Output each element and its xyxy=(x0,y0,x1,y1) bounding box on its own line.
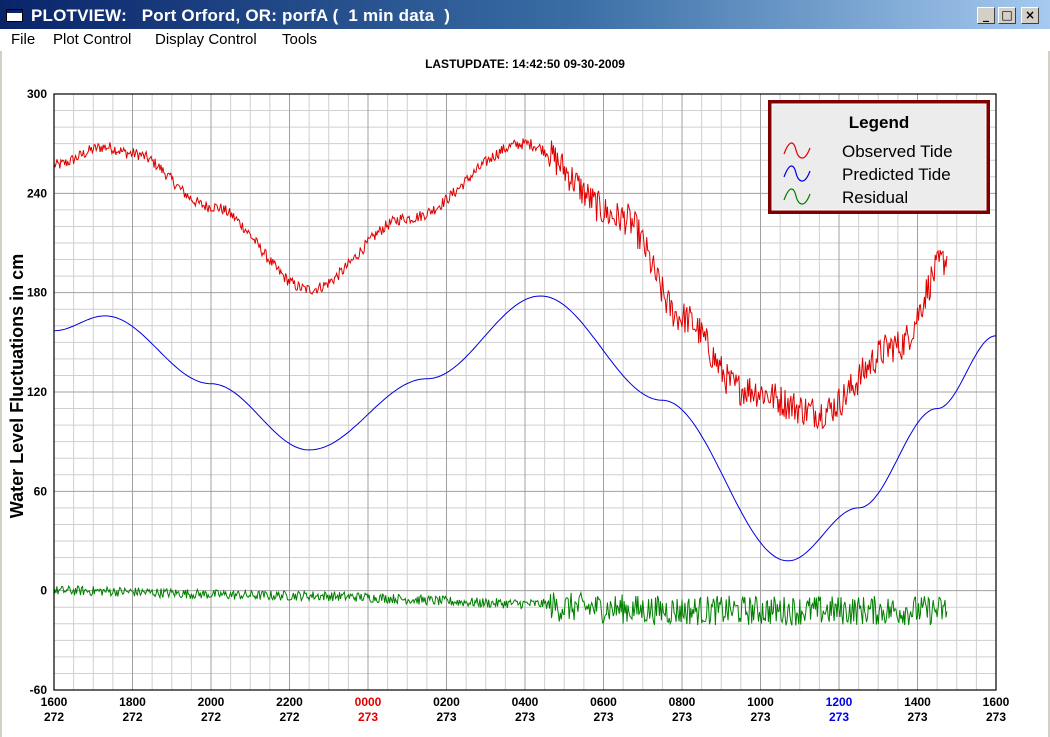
x-tick-day-label: 272 xyxy=(279,710,299,724)
last-update-label: LASTUPDATE: 14:42:50 09-30-2009 xyxy=(425,57,625,71)
x-tick-day-label: 273 xyxy=(750,710,770,724)
menu-display-control[interactable]: Display Control xyxy=(155,31,257,48)
series-line-predicted-tide xyxy=(53,295,997,562)
x-tick-day-label: 272 xyxy=(122,710,142,724)
legend-panel xyxy=(771,103,987,211)
x-tick-day-label: 272 xyxy=(201,710,221,724)
legend-title: Legend xyxy=(849,113,909,132)
legend-swatch-icon xyxy=(783,188,811,205)
legend: Legend Observed Tide Predicted Tide Residua… xyxy=(768,100,990,214)
y-tick-label: -60 xyxy=(30,683,48,697)
app-window-icon xyxy=(6,9,23,22)
x-tick-day-label: 273 xyxy=(672,710,692,724)
close-button[interactable]: × xyxy=(1021,7,1039,24)
x-tick-time-label: 0200 xyxy=(433,695,460,709)
y-tick-label: 0 xyxy=(40,584,47,598)
x-tick-day-label: 273 xyxy=(436,710,456,724)
x-tick-day-label: 273 xyxy=(515,710,535,724)
tide-chart: -600601201802403001600272180027220002722… xyxy=(7,57,1010,724)
minimize-button[interactable]: _ xyxy=(977,7,995,24)
x-tick-day-label: 273 xyxy=(907,710,927,724)
x-tick-day-label: 273 xyxy=(358,710,378,724)
y-axis-title: Water Level Fluctuations in cm xyxy=(7,254,27,518)
x-tick-time-label: 2000 xyxy=(198,695,225,709)
y-tick-label: 120 xyxy=(27,385,47,399)
maximize-button[interactable]: □ xyxy=(998,7,1016,24)
x-tick-time-label: 0600 xyxy=(590,695,617,709)
series-line-residual xyxy=(53,584,948,626)
x-tick-time-label: 1400 xyxy=(904,695,931,709)
legend-swatch-icon xyxy=(783,165,811,182)
x-tick-day-label: 272 xyxy=(44,710,64,724)
x-tick-time-label: 0800 xyxy=(669,695,696,709)
x-tick-time-label: 2200 xyxy=(276,695,303,709)
x-tick-time-label: 1600 xyxy=(41,695,68,709)
x-tick-time-label: 0000 xyxy=(355,695,382,709)
menu-file[interactable]: File xyxy=(11,31,36,48)
menu-bar: File Plot Control Display Control Tools xyxy=(0,29,1050,51)
legend-entry-label: Residual xyxy=(842,188,908,207)
y-tick-label: 300 xyxy=(27,87,47,101)
legend-entry-label: Predicted Tide xyxy=(842,165,951,184)
legend-entry-label: Observed Tide xyxy=(842,142,953,161)
x-tick-time-label: 1200 xyxy=(826,695,853,709)
x-tick-time-label: 0400 xyxy=(512,695,539,709)
x-tick-day-label: 273 xyxy=(829,710,849,724)
x-tick-time-label: 1000 xyxy=(747,695,774,709)
series-line-observed-tide xyxy=(53,138,948,430)
title-bar[interactable]: PLOTVIEW: Port Orford, OR: porfA ( 1 min… xyxy=(0,0,1050,34)
legend-swatch-icon xyxy=(783,142,811,159)
window-title: PLOTVIEW: Port Orford, OR: porfA ( 1 min… xyxy=(31,6,451,25)
plot-frame xyxy=(53,93,997,691)
menu-tools[interactable]: Tools xyxy=(282,31,318,48)
y-tick-label: 180 xyxy=(27,286,47,300)
x-tick-time-label: 1800 xyxy=(119,695,146,709)
x-tick-time-label: 1600 xyxy=(983,695,1010,709)
plot-area: -60 0 60 120 180 240 300 1600 272 1800 272 2000 272 2… xyxy=(2,51,1048,737)
y-tick-label: 240 xyxy=(27,186,47,200)
x-tick-day-label: 273 xyxy=(986,710,1006,724)
menu-plot-control[interactable]: Plot Control xyxy=(53,31,132,48)
y-tick-label: 60 xyxy=(34,484,48,498)
x-tick-day-label: 273 xyxy=(593,710,613,724)
